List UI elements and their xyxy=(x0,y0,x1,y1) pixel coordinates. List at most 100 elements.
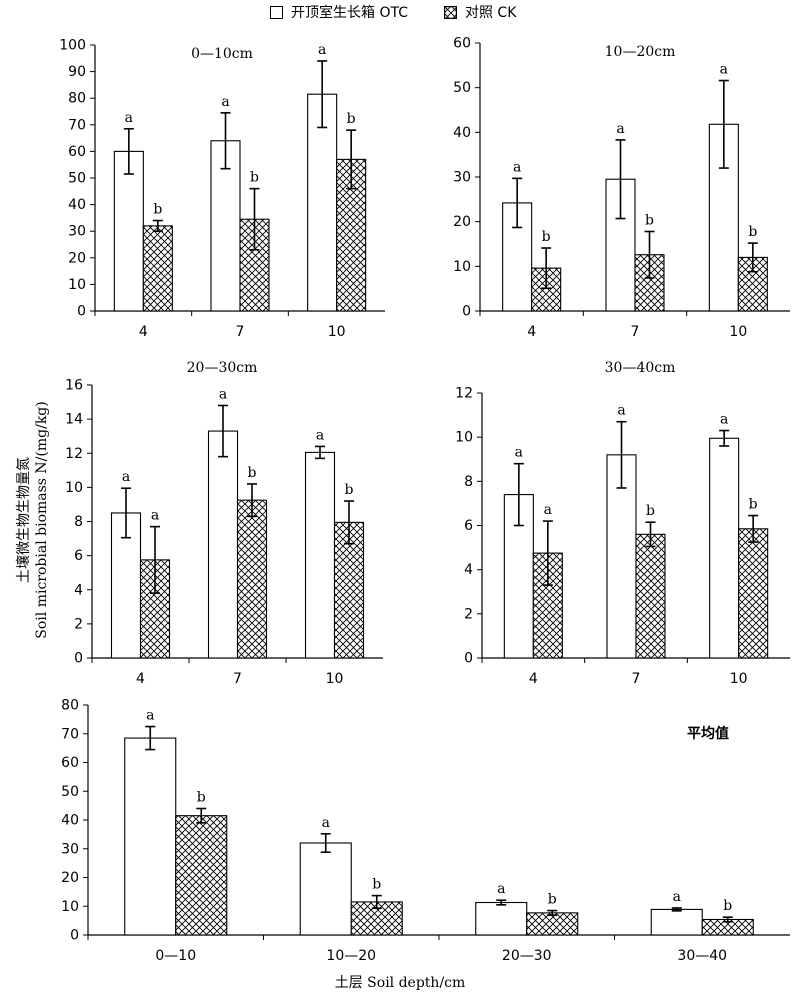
y-tick-label: 30 xyxy=(61,841,79,857)
bar-otc xyxy=(475,901,528,936)
y-tick-label: 50 xyxy=(68,171,86,187)
significance-letter: a xyxy=(146,708,154,724)
x-axis-label: 土层 Soil depth/cm xyxy=(334,975,466,991)
x-tick-label: 10 xyxy=(326,671,344,687)
bar-otc xyxy=(207,430,239,659)
y-tick-label: 60 xyxy=(68,144,86,160)
x-tick-label: 30—40 xyxy=(677,948,727,964)
significance-letter: b xyxy=(646,503,655,519)
significance-letter: a xyxy=(513,159,521,175)
bar-otc xyxy=(304,451,336,659)
x-tick-label: 7 xyxy=(632,671,641,687)
y-tick-label: 4 xyxy=(464,562,473,578)
significance-letter: a xyxy=(544,502,552,518)
y-tick-label: 30 xyxy=(453,170,471,186)
bar-ck xyxy=(333,521,365,659)
y-tick-label: 0 xyxy=(77,304,86,320)
bar-ck xyxy=(526,912,579,936)
significance-letter: a xyxy=(151,508,159,524)
y-tick-label: 0 xyxy=(70,928,79,944)
y-tick-label: 60 xyxy=(453,36,471,52)
y-tick-label: 0 xyxy=(74,651,83,667)
bar-ck xyxy=(634,254,665,312)
y-tick-label: 80 xyxy=(68,91,86,107)
y-tick-label: 50 xyxy=(453,80,471,96)
bar-otc xyxy=(113,150,144,312)
x-tick-label: 4 xyxy=(139,324,148,340)
chart-title: 30—40cm xyxy=(605,360,676,376)
x-tick-label: 7 xyxy=(631,324,640,340)
legend: 开顶室生长箱 OTC 对照 CK xyxy=(270,0,552,24)
y-tick-label: 6 xyxy=(464,518,473,534)
x-tick-label: 10 xyxy=(730,671,748,687)
significance-letter: b xyxy=(250,170,259,186)
bar-otc xyxy=(650,908,703,936)
significance-letter: b xyxy=(749,497,758,513)
y-tick-label: 10 xyxy=(61,899,79,915)
bar-ck xyxy=(635,533,666,659)
significance-letter: b xyxy=(542,229,551,245)
significance-letter: a xyxy=(617,403,625,419)
bar-ck xyxy=(175,815,228,936)
significance-letter: b xyxy=(197,790,206,806)
x-tick-label: 10 xyxy=(729,324,747,340)
y-tick-label: 40 xyxy=(453,125,471,141)
x-tick-label: 0—10 xyxy=(155,948,196,964)
chart-title: 10—20cm xyxy=(605,44,676,60)
y-tick-label: 40 xyxy=(68,197,86,213)
legend-item-otc: 开顶室生长箱 OTC xyxy=(270,2,408,22)
x-tick-label: 10—20 xyxy=(326,948,376,964)
y-tick-label: 4 xyxy=(74,582,83,598)
significance-letter: b xyxy=(723,898,732,914)
significance-letter: a xyxy=(122,469,130,485)
y-tick-label: 70 xyxy=(68,117,86,133)
chart-title: 20—30cm xyxy=(187,360,258,376)
y-tick-label: 16 xyxy=(65,378,83,394)
legend-swatch-ck xyxy=(443,5,457,19)
significance-letter: a xyxy=(316,427,324,443)
y-tick-label: 12 xyxy=(65,446,83,462)
legend-item-ck: 对照 CK xyxy=(443,2,517,22)
y-tick-label: 40 xyxy=(61,813,79,829)
significance-letter: a xyxy=(125,110,133,126)
y-tick-label: 50 xyxy=(61,784,79,800)
y-tick-label: 30 xyxy=(68,224,86,240)
y-tick-label: 14 xyxy=(65,412,83,428)
significance-letter: a xyxy=(515,445,523,461)
significance-letter: b xyxy=(153,202,162,218)
y-tick-label: 8 xyxy=(464,474,473,490)
x-tick-label: 7 xyxy=(236,324,245,340)
x-tick-label: 20—30 xyxy=(502,948,552,964)
y-tick-label: 8 xyxy=(74,514,83,530)
significance-letter: a xyxy=(221,94,229,110)
y-tick-label: 100 xyxy=(59,38,86,54)
bar-otc xyxy=(307,93,338,312)
y-axis-label-en: Soil microbial biomass N/(mg/kg) xyxy=(34,401,50,639)
y-tick-label: 90 xyxy=(68,64,86,80)
chart-title: 平均值 xyxy=(687,725,729,742)
x-tick-label: 7 xyxy=(233,671,242,687)
bar-ck xyxy=(236,499,268,659)
chart-panel-1: 0 10 20 30 40 50 60 70 80 90 100 0—10cm 4 a b 7 a b 10 a b xyxy=(59,38,385,340)
x-tick-label: 4 xyxy=(529,671,538,687)
y-tick-label: 2 xyxy=(464,606,473,622)
significance-letter: b xyxy=(548,892,557,908)
y-tick-label: 0 xyxy=(464,651,473,667)
legend-label-ck: 对照 CK xyxy=(464,5,517,21)
y-tick-label: 2 xyxy=(74,616,83,632)
y-tick-label: 10 xyxy=(455,430,473,446)
significance-letter: a xyxy=(219,386,227,402)
bar-otc xyxy=(299,842,352,936)
y-tick-label: 10 xyxy=(453,259,471,275)
significance-letter: a xyxy=(322,815,330,831)
x-tick-label: 10 xyxy=(328,324,346,340)
y-tick-label: 80 xyxy=(61,698,79,714)
y-tick-label: 6 xyxy=(74,548,83,564)
y-tick-label: 20 xyxy=(68,250,86,266)
chart-title: 0—10cm xyxy=(191,46,253,62)
significance-letter: b xyxy=(347,111,356,127)
y-tick-label: 12 xyxy=(455,386,473,402)
chart-panel-4: 0 2 4 6 8 10 12 30—40cm 4 a a 7 a b 10 a b xyxy=(455,360,790,687)
bar-otc xyxy=(124,737,177,936)
